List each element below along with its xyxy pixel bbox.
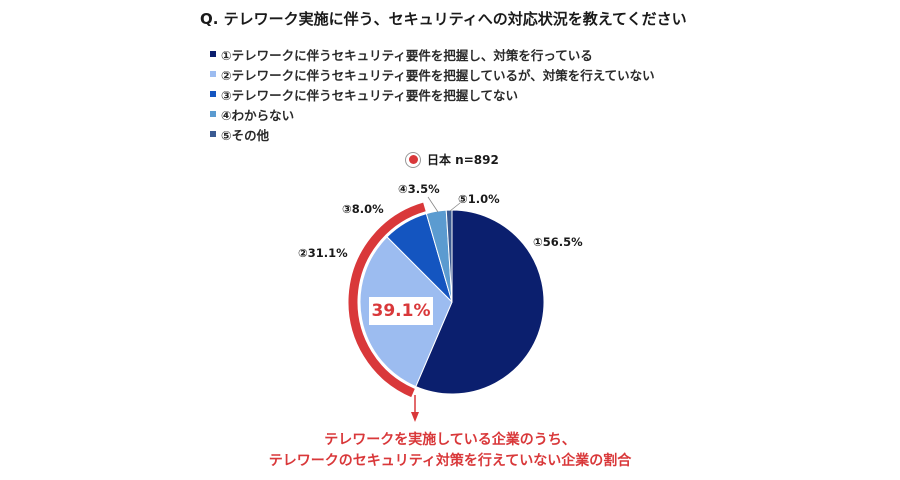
slice-value-label: ⑤1.0% — [458, 192, 500, 206]
legend-swatch — [210, 131, 216, 137]
caption: テレワークを実施している企業のうち、 テレワークのセキュリティ対策を行えていない… — [0, 430, 900, 472]
legend-label: ③テレワークに伴うセキュリティ要件を把握してない — [221, 87, 518, 103]
country-badge-label: 日本 n=892 — [427, 153, 499, 167]
legend-swatch — [210, 51, 216, 57]
slice-value-label: ②31.1% — [298, 246, 348, 260]
legend-swatch — [210, 111, 216, 117]
country-badge: 日本 n=892 — [405, 151, 499, 168]
highlight-arrow-head — [411, 412, 419, 422]
slice-leader-line — [449, 202, 461, 212]
legend-label: ②テレワークに伴うセキュリティ要件を把握しているが、対策を行えていない — [221, 67, 655, 83]
legend-item: ③テレワークに伴うセキュリティ要件を把握してない — [210, 84, 655, 104]
legend-swatch — [210, 71, 216, 77]
caption-line-2: テレワークのセキュリティ対策を行えていない企業の割合 — [268, 453, 632, 469]
legend-label: ④わからない — [221, 107, 295, 123]
highlight-arc — [348, 202, 426, 398]
legend-item: ①テレワークに伴うセキュリティ要件を把握し、対策を行っている — [210, 44, 655, 64]
legend-swatch — [210, 91, 216, 97]
chart-title: Q. テレワーク実施に伴う、セキュリティへの対応状況を教えてください — [200, 10, 687, 28]
legend-label: ①テレワークに伴うセキュリティ要件を把握し、対策を行っている — [221, 47, 593, 63]
highlight-value: 39.1% — [369, 297, 433, 325]
legend: ①テレワークに伴うセキュリティ要件を把握し、対策を行っている ②テレワークに伴うセ… — [210, 44, 655, 144]
pie-slice — [445, 209, 453, 303]
slice-leader-line — [427, 196, 439, 213]
slice-value-label: ③8.0% — [342, 202, 384, 216]
slice-value-label: ④3.5% — [398, 182, 440, 196]
pie-slice — [415, 209, 545, 395]
legend-item: ⑤その他 — [210, 124, 655, 144]
legend-item: ②テレワークに伴うセキュリティ要件を把握しているが、対策を行えていない — [210, 64, 655, 84]
legend-item: ④わからない — [210, 104, 655, 124]
badge-dot-icon — [405, 151, 421, 168]
legend-label: ⑤その他 — [221, 127, 270, 143]
caption-line-1: テレワークを実施している企業のうち、 — [324, 432, 576, 448]
slice-value-label: ①56.5% — [533, 235, 583, 249]
